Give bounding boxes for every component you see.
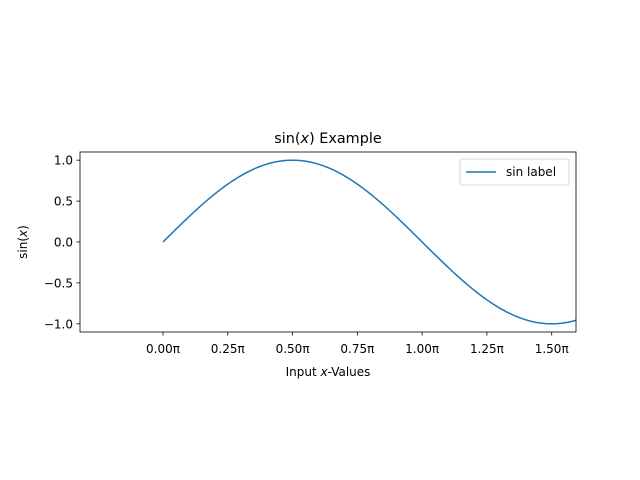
x-tick-label: 1.25π [470,342,504,356]
x-axis-label: Input x-Values [286,365,371,379]
y-tick-label: 1.0 [54,154,73,168]
plot-content [162,159,577,325]
y-axis-ticks: 1.0 0.5 0.0 −0.5 −1.0 [44,154,80,331]
y-tick-label: −0.5 [44,276,73,290]
legend-label-sin: sin label [506,165,556,179]
y-axis-label: sin(x) [16,225,30,259]
y-tick-label: 0.5 [54,195,73,209]
chart-title: sin(x) Example [274,131,382,147]
x-tick-label: 0.75π [340,342,374,356]
series-line-0 [162,159,577,325]
x-tick-label: 1.50π [535,342,569,356]
x-tick-label: 1.00π [405,342,439,356]
legend: sin label [459,158,570,186]
x-tick-label: 0.25π [211,342,245,356]
x-tick-label: 0.00π [146,342,180,356]
x-tick-label: 0.50π [276,342,310,356]
y-tick-label: −1.0 [44,317,73,331]
y-tick-label: 0.0 [54,236,73,250]
legend-box [459,158,570,186]
x-axis-ticks: 0.00π 0.25π 0.50π 0.75π 1.00π 1.25π 1.50π [146,332,569,356]
